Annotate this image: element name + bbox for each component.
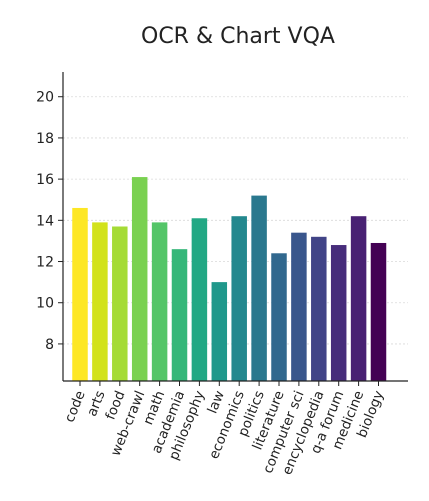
x-tick-label: code — [62, 389, 89, 425]
bars — [72, 177, 387, 381]
bar-q-a-forum — [330, 245, 347, 381]
y-tick-label: 10 — [36, 296, 54, 312]
bar-law — [211, 282, 228, 381]
x-ticks: codeartsfoodweb-crawlmathacademiaphiloso… — [62, 381, 387, 477]
y-tick-label: 20 — [36, 90, 54, 106]
y-tick-label: 14 — [36, 213, 54, 229]
bar-web-crawl — [131, 177, 148, 381]
bar-math — [151, 222, 168, 381]
y-tick-label: 8 — [45, 337, 54, 353]
bar-code — [72, 207, 88, 381]
bar-politics — [251, 195, 267, 381]
bar-economics — [231, 216, 247, 381]
y-tick-label: 18 — [36, 131, 54, 147]
bar-academia — [171, 249, 188, 381]
bar-encyclopedia — [311, 236, 327, 381]
y-tick-label: 12 — [36, 255, 54, 271]
bar-computer-sci — [291, 232, 307, 381]
bar-literature — [271, 253, 287, 381]
bar-biology — [370, 242, 387, 381]
y-ticks: 8 10 12 14 16 18 20 — [36, 90, 63, 353]
bar-food — [112, 226, 128, 381]
y-tick-label: 16 — [36, 172, 54, 188]
chart-title: OCR & Chart VQA — [141, 24, 335, 49]
axes — [62, 72, 408, 382]
bar-medicine — [350, 216, 367, 381]
bar-arts — [92, 222, 108, 381]
bar-philosophy — [191, 218, 208, 381]
